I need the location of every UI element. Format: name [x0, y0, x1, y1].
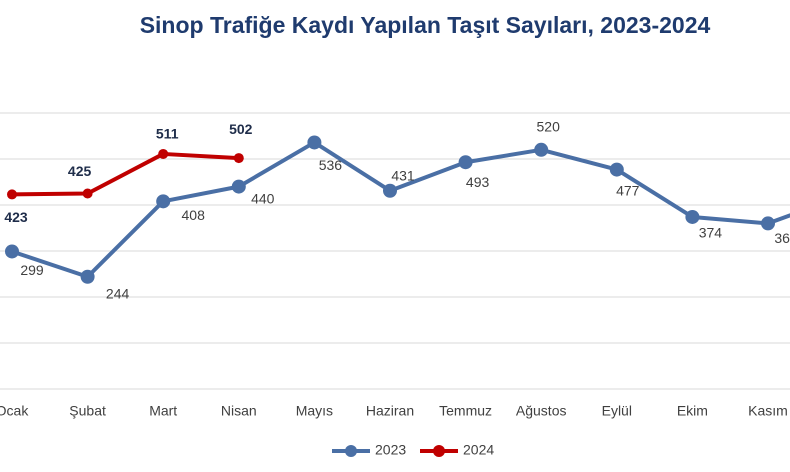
series-line [11, 140, 790, 279]
x-tick-label: Ağustos [516, 403, 567, 419]
data-point [233, 153, 244, 164]
series-line [11, 151, 239, 197]
data-point [7, 189, 17, 200]
data-point [307, 135, 322, 150]
data-label: 431 [391, 167, 415, 183]
x-tick-label: Mayıs [296, 403, 333, 419]
data-label: 244 [106, 285, 130, 301]
x-tick-label: Mart [149, 403, 177, 419]
legend-marker [433, 445, 445, 457]
data-label: 440 [251, 190, 275, 206]
legend-label: 2023 [375, 442, 406, 458]
x-tick-label: Temmuz [439, 403, 492, 419]
data-label: 536 [319, 157, 343, 173]
chart-title: Sinop Trafiğe Kaydı Yapılan Taşıt Sayıla… [140, 12, 711, 38]
data-point [80, 269, 95, 284]
data-label: 423 [4, 209, 28, 225]
data-point [761, 216, 775, 231]
data-point [5, 244, 19, 259]
data-label: 408 [182, 207, 206, 223]
data-point [231, 179, 246, 194]
x-tick-label: Şubat [69, 403, 106, 419]
x-tick-label: Ocak [0, 403, 29, 419]
data-label: 520 [537, 119, 561, 135]
x-tick-label: Haziran [366, 403, 414, 419]
data-label: 360 [774, 230, 790, 246]
data-point [534, 142, 549, 157]
data-point [156, 194, 171, 209]
data-label: 502 [229, 121, 253, 137]
data-label: 477 [616, 182, 640, 198]
legend-label: 2024 [463, 442, 494, 458]
data-point [685, 209, 700, 224]
data-point [158, 148, 169, 159]
data-point [82, 188, 93, 199]
x-tick-label: Ekim [677, 403, 708, 419]
x-tick-label: Kasım [748, 403, 788, 419]
data-point [609, 162, 624, 177]
x-tick-label: Nisan [221, 403, 257, 419]
legend-marker [345, 445, 357, 457]
data-label: 299 [20, 262, 44, 278]
data-label: 511 [156, 126, 179, 142]
data-label: 374 [699, 225, 723, 241]
data-point [458, 155, 473, 170]
data-point [383, 183, 397, 198]
x-tick-label: Eylül [602, 403, 632, 419]
data-label: 493 [466, 174, 490, 190]
data-label: 425 [68, 163, 92, 179]
